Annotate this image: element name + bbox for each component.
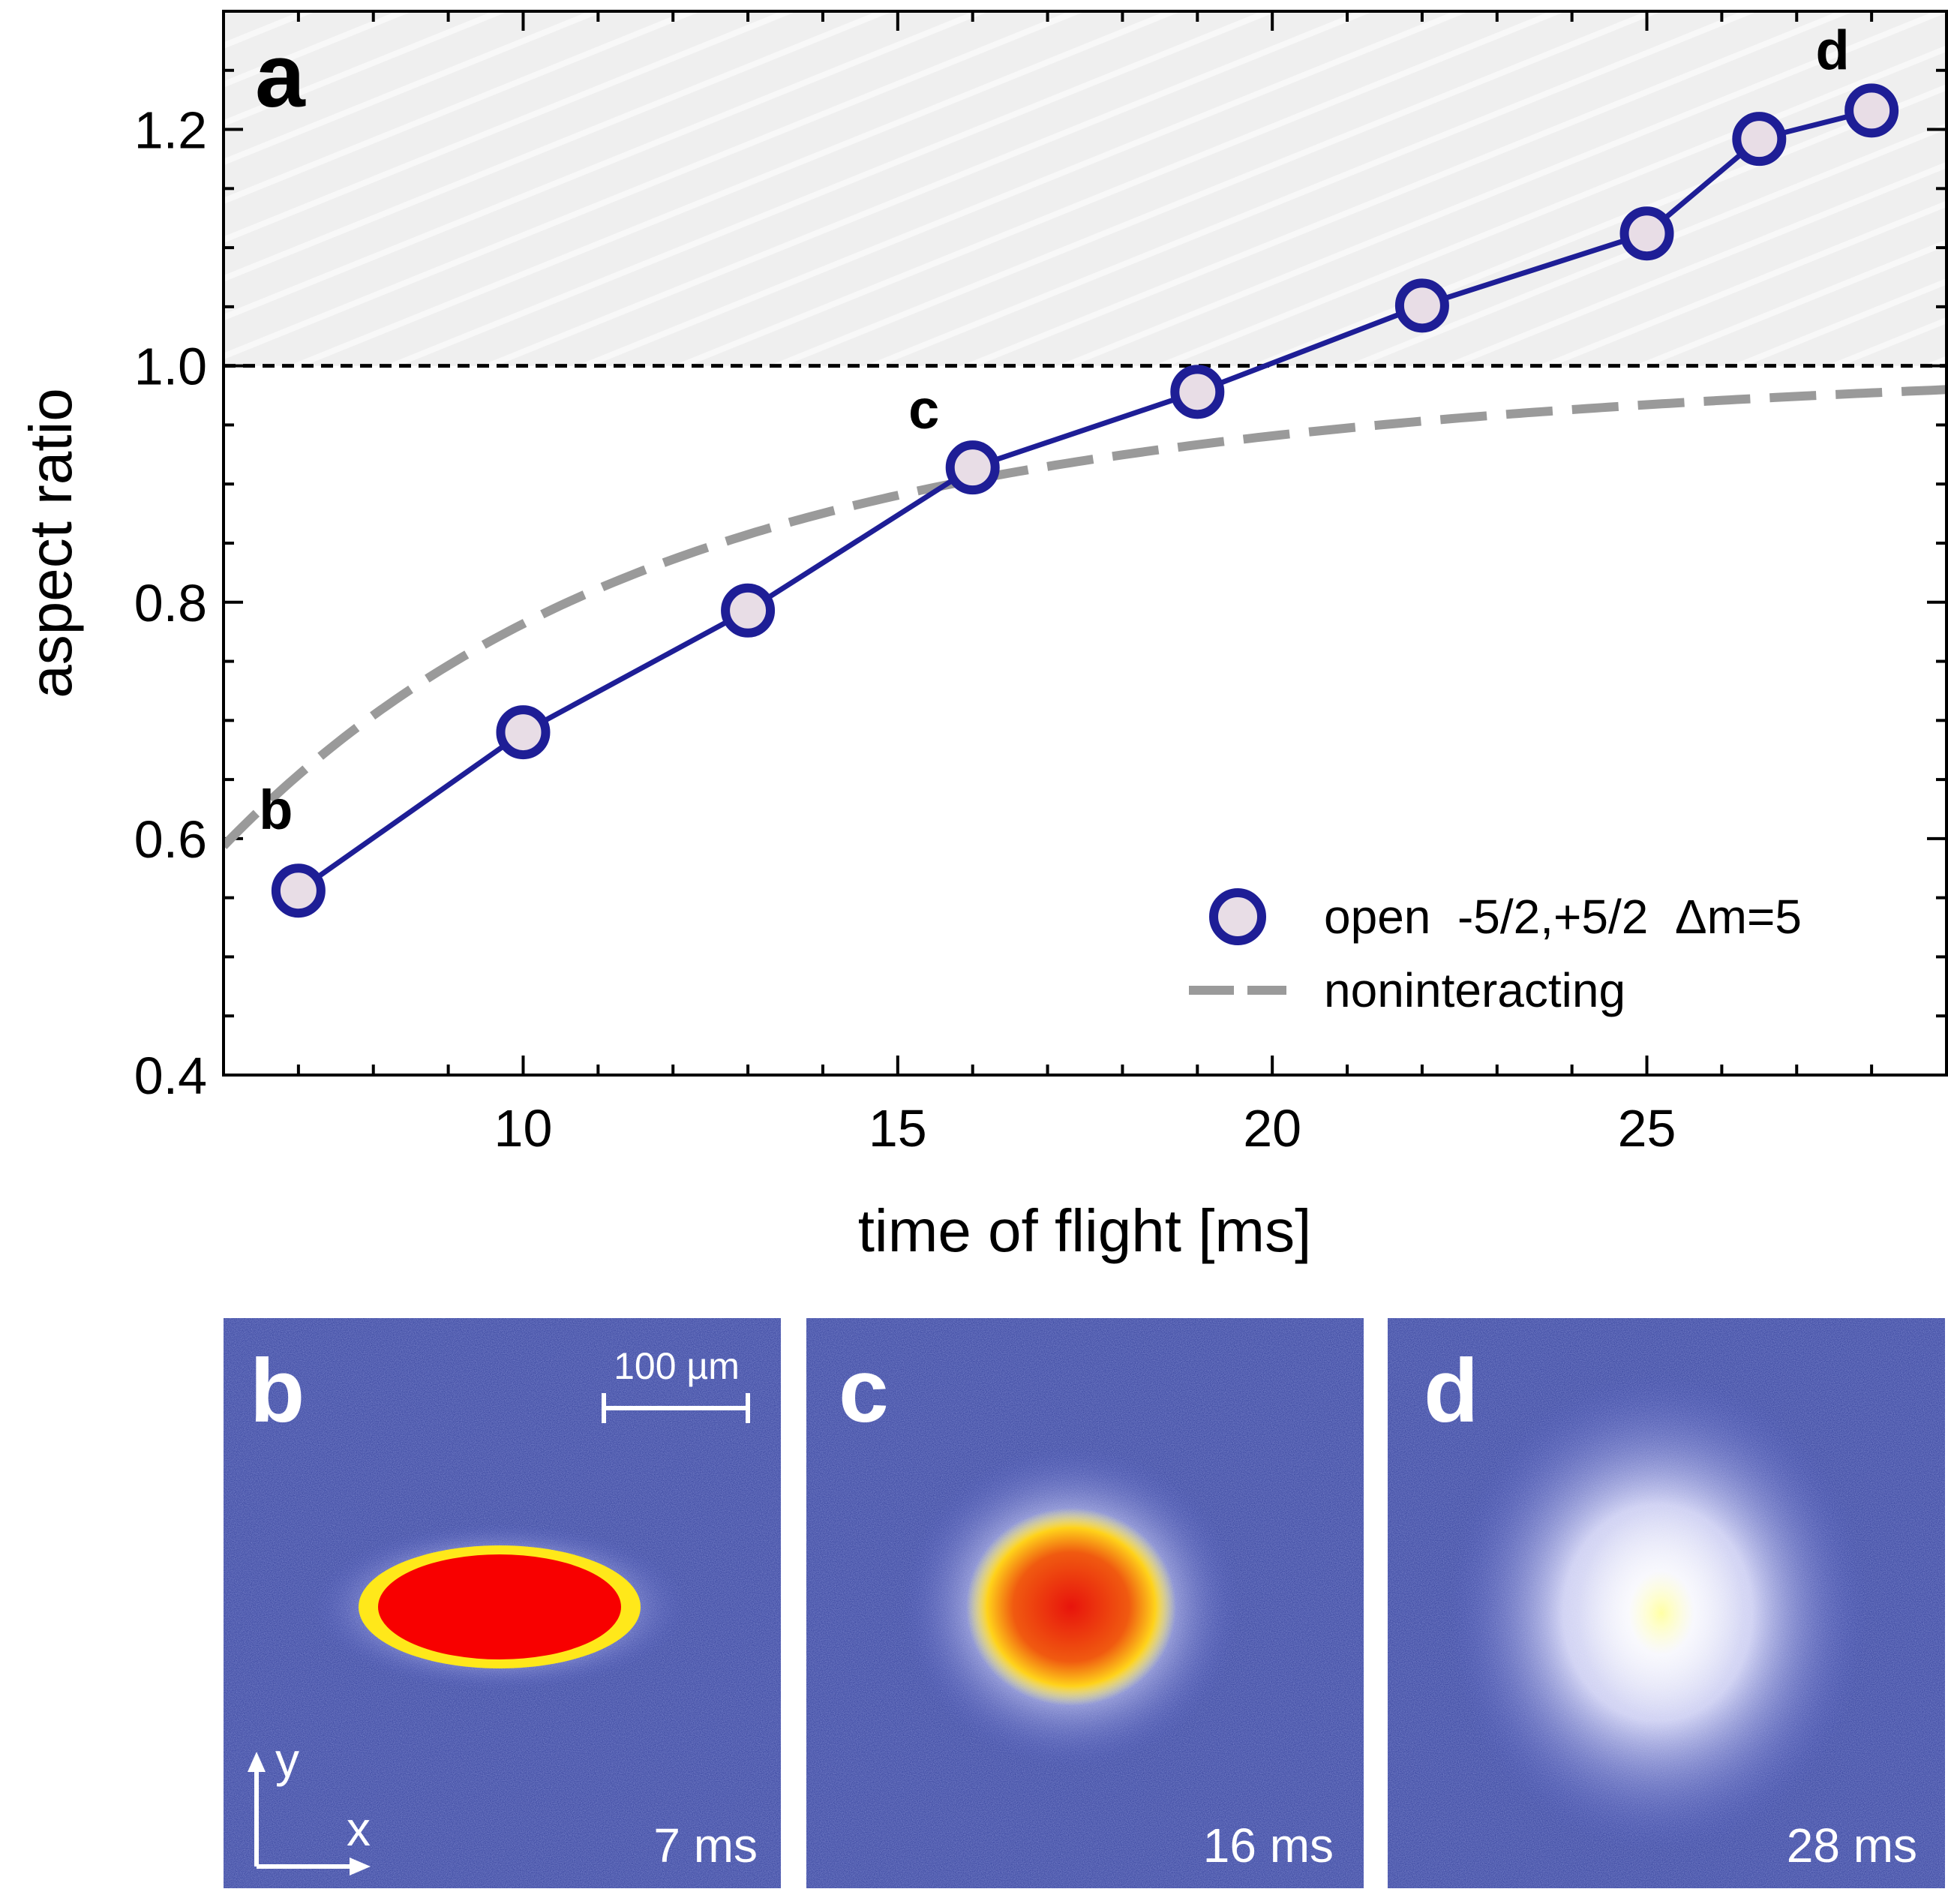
image-label-c: c	[839, 1341, 889, 1441]
data-point	[721, 583, 776, 638]
scale-bar	[602, 1393, 750, 1423]
legend-label-noninteracting: noninteracting	[1324, 963, 1625, 1017]
image-time-b: 7 ms	[653, 1818, 758, 1872]
image-time-c: 16 ms	[1203, 1818, 1334, 1872]
data-point	[496, 705, 551, 760]
x-axis-title: time of flight [ms]	[858, 1197, 1312, 1264]
data-point	[1844, 83, 1899, 138]
x-tick-label: 25	[1618, 1099, 1676, 1158]
legend: open -5/2,+5/2 Δm=5 noninteracting	[1189, 888, 1802, 1017]
annotation-d: d	[1816, 19, 1850, 81]
data-point	[945, 440, 1000, 495]
y-axis-title: aspect ratio	[17, 388, 84, 698]
annotation-b: b	[259, 779, 293, 841]
image-label-b: b	[250, 1341, 305, 1441]
y-tick-label: 1.0	[134, 338, 207, 396]
noninteracting-curve	[224, 385, 1946, 849]
panel-label-a: a	[255, 26, 306, 126]
data-points	[271, 83, 1899, 918]
axis-ticks	[222, 10, 1948, 1077]
data-point	[271, 863, 326, 918]
point-annotations: b c d	[259, 19, 1849, 841]
y-tick-label: 1.2	[134, 101, 207, 160]
axis-label-x: x	[347, 1802, 371, 1856]
shaded-region	[224, 11, 1946, 366]
data-point	[1170, 365, 1225, 419]
image-panel-d: d 28 ms	[1388, 1318, 1945, 1888]
data-point	[1394, 278, 1449, 333]
x-tick-label: 15	[869, 1099, 927, 1158]
scale-bar-label: 100 µm	[614, 1345, 740, 1387]
y-tick-label: 0.8	[134, 574, 207, 632]
image-label-d: d	[1424, 1341, 1478, 1441]
y-tick-label: 0.4	[134, 1047, 207, 1105]
aspect-ratio-plot: b c d 10 15 20 25 0.4 0.6 0.8 1.0 1.2 a time of fl…	[17, 10, 1948, 1264]
data-point	[1619, 206, 1674, 261]
tick-labels: 10 15 20 25 0.4 0.6 0.8 1.0 1.2	[134, 101, 1676, 1158]
annotation-c: c	[908, 378, 939, 440]
x-tick-label: 10	[494, 1099, 553, 1158]
y-tick-label: 0.6	[134, 810, 207, 869]
plot-frame	[222, 10, 1948, 1077]
image-time-d: 28 ms	[1787, 1818, 1917, 1872]
legend-marker-data	[1209, 888, 1266, 945]
data-point	[1732, 112, 1787, 167]
image-panel-b: b 100 µm y x 7 ms	[224, 1318, 781, 1888]
axes-indicator	[248, 1752, 371, 1875]
x-tick-label: 20	[1243, 1099, 1301, 1158]
axis-label-y: y	[275, 1733, 299, 1787]
image-panel-c: c 16 ms	[806, 1318, 1364, 1888]
legend-label-data: open -5/2,+5/2 Δm=5	[1324, 890, 1802, 944]
